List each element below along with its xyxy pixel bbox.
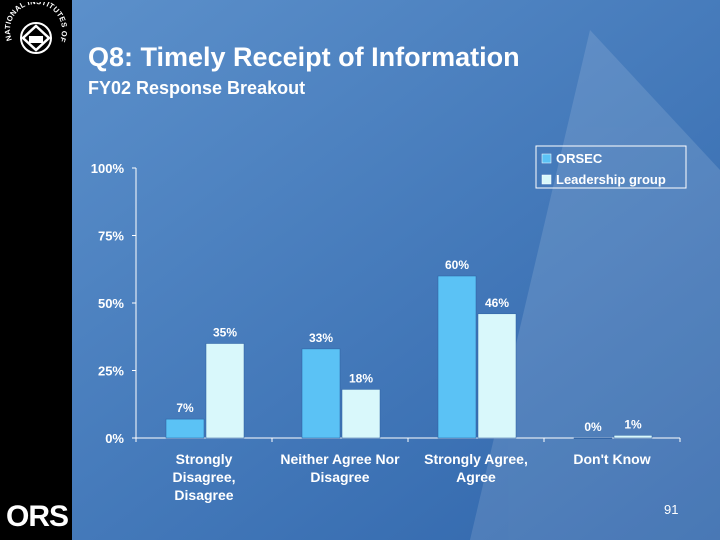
bar-orsec bbox=[437, 275, 477, 439]
ors-logo: ORS bbox=[6, 500, 69, 533]
y-tick-label: 75% bbox=[98, 229, 124, 244]
y-tick-label: 25% bbox=[98, 364, 124, 379]
x-category-label-line: Agree bbox=[456, 469, 496, 485]
data-label: 18% bbox=[349, 371, 373, 385]
chart-legend: ORSEC Leadership group bbox=[535, 145, 687, 189]
x-category-label: Don't Know bbox=[573, 451, 650, 467]
chart-bars: 7% 35% 33% 18% 60% 46% 0% 1% bbox=[165, 258, 653, 439]
bar-leadership bbox=[205, 343, 245, 439]
data-label: 0% bbox=[584, 420, 602, 434]
slide-subtitle: FY02 Response Breakout bbox=[88, 78, 306, 98]
bar-leadership bbox=[341, 389, 381, 439]
bar-leadership bbox=[613, 435, 653, 439]
y-tick-label: 100% bbox=[91, 161, 125, 176]
legend-label: Leadership group bbox=[556, 172, 666, 187]
y-tick-label: 50% bbox=[98, 296, 124, 311]
chart-axes: 0% 25% 50% 75% 100% Strongly Disagree, Disagree… bbox=[91, 161, 681, 503]
x-category-label-line: Disagree, bbox=[172, 469, 235, 485]
x-category-label: Strongly Agree, Agree bbox=[424, 451, 528, 485]
y-tick-label: 0% bbox=[105, 431, 124, 446]
data-label: 35% bbox=[213, 326, 237, 340]
x-category-label-line: Neither Agree Nor bbox=[280, 451, 400, 467]
bar-chart: 0% 25% 50% 75% 100% Strongly Disagree, Disagree… bbox=[91, 145, 687, 503]
data-label: 60% bbox=[445, 258, 469, 272]
data-label: 46% bbox=[485, 296, 509, 310]
legend-swatch bbox=[541, 153, 552, 164]
page-number: 91 bbox=[664, 502, 679, 517]
x-category-label-line: Don't Know bbox=[573, 451, 650, 467]
bar-leadership bbox=[477, 313, 517, 439]
bar-orsec bbox=[573, 437, 613, 439]
x-category-label-line: Disagree bbox=[310, 469, 369, 485]
sidebar: NATIONAL INSTITUTES OF HEALTH ORS bbox=[0, 0, 72, 540]
x-category-label-line: Disagree bbox=[174, 487, 233, 503]
bar-orsec bbox=[301, 348, 341, 439]
x-category-label-line: Strongly Agree, bbox=[424, 451, 528, 467]
bar-orsec bbox=[165, 418, 205, 439]
data-label: 1% bbox=[624, 417, 642, 431]
slide-title: Q8: Timely Receipt of Information bbox=[88, 42, 520, 72]
data-label: 33% bbox=[309, 331, 333, 345]
data-label: 7% bbox=[176, 401, 194, 415]
legend-box bbox=[535, 145, 687, 189]
x-category-label: Neither Agree Nor Disagree bbox=[280, 451, 400, 485]
x-category-label-line: Strongly bbox=[176, 451, 233, 467]
x-category-label: Strongly Disagree, Disagree bbox=[172, 451, 235, 503]
legend-label: ORSEC bbox=[556, 151, 603, 166]
legend-swatch bbox=[541, 174, 552, 185]
nih-seal-logo: NATIONAL INSTITUTES OF HEALTH bbox=[2, 2, 69, 54]
